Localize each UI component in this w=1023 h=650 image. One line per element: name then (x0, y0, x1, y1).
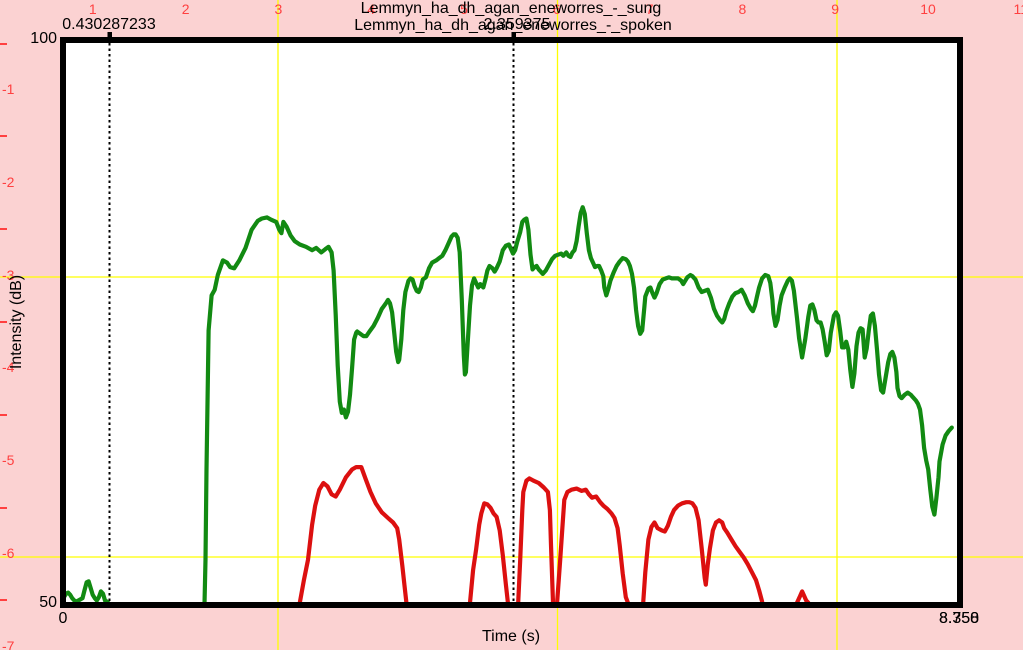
top-ruler-number: 10 (920, 1, 936, 17)
chart-title-sung: Lemmyn_ha_dh_agan_eneworres_-_sung (360, 0, 662, 17)
left-ruler-tick (0, 321, 7, 323)
x-axis-end-label-sung: 8.750 (938, 610, 980, 627)
top-ruler-number: 1 (88, 1, 97, 17)
left-ruler-tick (0, 135, 7, 138)
top-ruler-number: 2 (181, 1, 190, 17)
left-ruler-number: -4 (2, 359, 15, 376)
x-axis-title: Time (s) (481, 628, 541, 645)
y-axis-min-label: 50 (39, 594, 57, 611)
x-axis-start-label: 0 (58, 610, 68, 627)
sung-intensity-curve (202, 205, 954, 606)
x-axis-end-label-spoken: 8.358 (938, 610, 980, 627)
intensity-curves (60, 205, 954, 606)
top-ruler-number: 8 (738, 1, 747, 17)
left-ruler-number: -2 (2, 173, 15, 190)
spoken-intensity-curve (794, 589, 811, 605)
chart-title-spoken: Lemmyn_ha_dh_agan_eneworres_-_spoken (354, 17, 672, 34)
spoken-intensity-curve (297, 465, 409, 605)
top-ruler-number: 5 (460, 1, 468, 17)
left-ruler-tick (0, 42, 7, 45)
top-ruler-number: 11 (1013, 1, 1023, 17)
y-axis-max-label: 100 (30, 30, 57, 47)
spoken-intensity-curve (516, 476, 556, 605)
left-ruler-number: -1 (2, 81, 15, 97)
plot-frame (60, 37, 963, 608)
top-ruler-number: 6 (552, 1, 561, 17)
top-ruler-number: 4 (367, 1, 376, 17)
left-ruler-number: -3 (2, 266, 15, 283)
left-ruler-number: -6 (2, 545, 15, 561)
plot-area[interactable] (60, 37, 963, 608)
spoken-intensity-curve (641, 500, 765, 605)
cursor-time-label-1: 0.430287233 (62, 16, 156, 33)
left-ruler-tick (0, 599, 7, 602)
left-ruler-number: -7 (2, 637, 15, 650)
left-ruler-tick (0, 228, 7, 231)
top-ruler-number: 3 (274, 1, 283, 17)
left-ruler-tick (0, 506, 7, 509)
spoken-intensity-curve (555, 486, 630, 605)
cursor-lines (107, 32, 516, 602)
top-ruler-number: 9 (831, 1, 840, 17)
top-ruler-number: 7 (645, 1, 654, 17)
cursor-time-label-2: 2.359375 (483, 16, 551, 33)
left-ruler-number: -5 (2, 452, 15, 469)
spoken-intensity-curve (467, 501, 510, 605)
left-ruler-tick (0, 413, 7, 416)
cursor-top-tick (511, 32, 516, 41)
cursor-top-tick (107, 32, 112, 41)
y-axis-title: Intensity (dB) (8, 274, 25, 370)
sung-intensity-curve (60, 579, 112, 606)
